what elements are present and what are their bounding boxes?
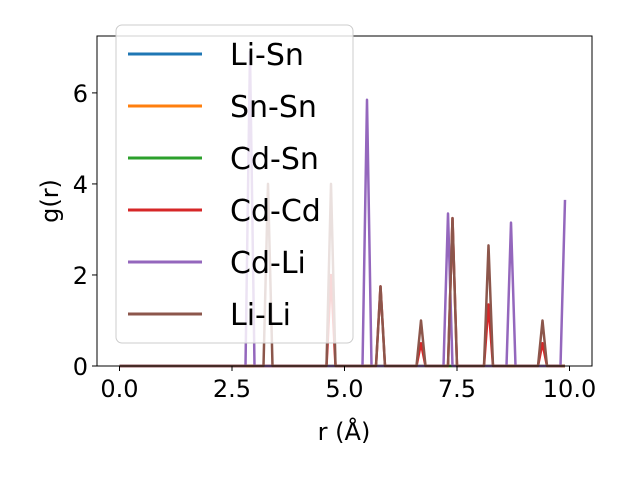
y-tick-label: 2: [73, 262, 88, 290]
x-tick-label: 2.5: [213, 375, 251, 403]
x-axis-label: r (Å): [318, 417, 371, 446]
y-tick-label: 4: [73, 171, 88, 199]
x-tick-label: 10.0: [543, 375, 596, 403]
legend-label: Sn-Sn: [230, 90, 317, 125]
y-tick-label: 0: [73, 353, 88, 381]
y-tick-label: 6: [73, 80, 88, 108]
legend-label: Cd-Sn: [230, 142, 319, 177]
legend-label: Li-Sn: [230, 38, 304, 73]
legend-label: Li-Li: [230, 298, 291, 333]
ticks-layer: 0.0 2.5 5.0 7.5 10.0 0 2 4 6: [73, 80, 597, 403]
x-tick-label: 0.0: [100, 375, 138, 403]
legend: Li-Sn Sn-Sn Cd-Sn Cd-Cd Cd-Li Li-Li: [115, 24, 354, 344]
legend-label: Cd-Cd: [230, 194, 321, 229]
legend-label: Cd-Li: [230, 246, 306, 281]
x-tick-label: 7.5: [438, 375, 476, 403]
y-axis-label: g(r): [36, 179, 64, 223]
x-tick-label: 5.0: [325, 375, 363, 403]
